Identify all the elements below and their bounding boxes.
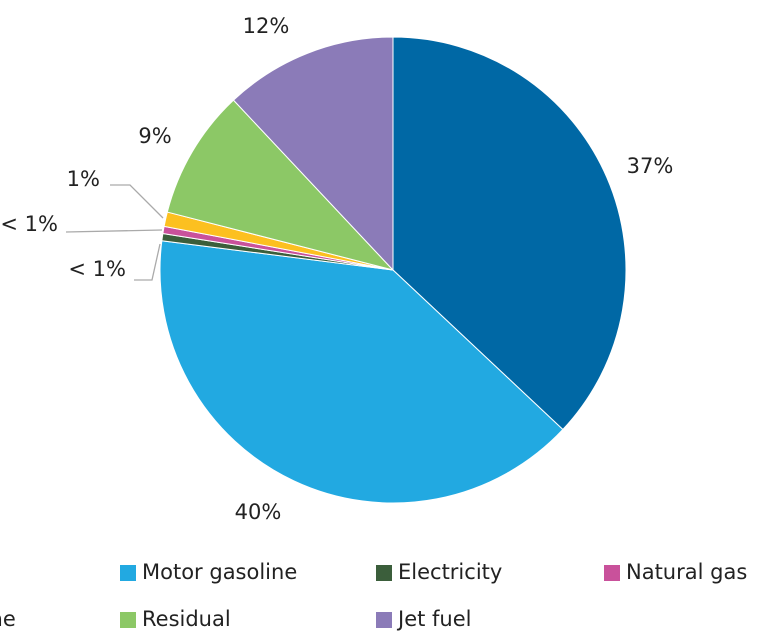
legend-swatch (604, 565, 620, 581)
legend-label: Residual (142, 607, 231, 631)
legend-label: Propane (0, 607, 16, 631)
leader-line (110, 184, 164, 219)
pie-slice (392, 36, 627, 431)
data-label: < 1% (68, 257, 126, 281)
data-label: 37% (627, 154, 674, 178)
legend-swatch (376, 612, 392, 628)
legend-label: Electricity (398, 560, 502, 584)
data-label: 9% (138, 124, 171, 148)
data-label: 40% (235, 500, 282, 524)
legend-label: Natural gas (626, 560, 747, 584)
leader-line (65, 229, 163, 233)
legend-swatch (120, 612, 136, 628)
legend-label: Motor gasoline (142, 560, 297, 584)
data-label: 1% (67, 167, 100, 191)
pie-slice (232, 36, 394, 272)
pie-slice (159, 240, 564, 504)
pie-slice (166, 99, 395, 271)
legend-swatch (120, 565, 136, 581)
legend-swatch (376, 565, 392, 581)
legend-label: Jet fuel (396, 607, 471, 631)
leader-line (134, 243, 161, 281)
data-label: 12% (243, 14, 290, 38)
data-label: < 1% (0, 212, 58, 236)
